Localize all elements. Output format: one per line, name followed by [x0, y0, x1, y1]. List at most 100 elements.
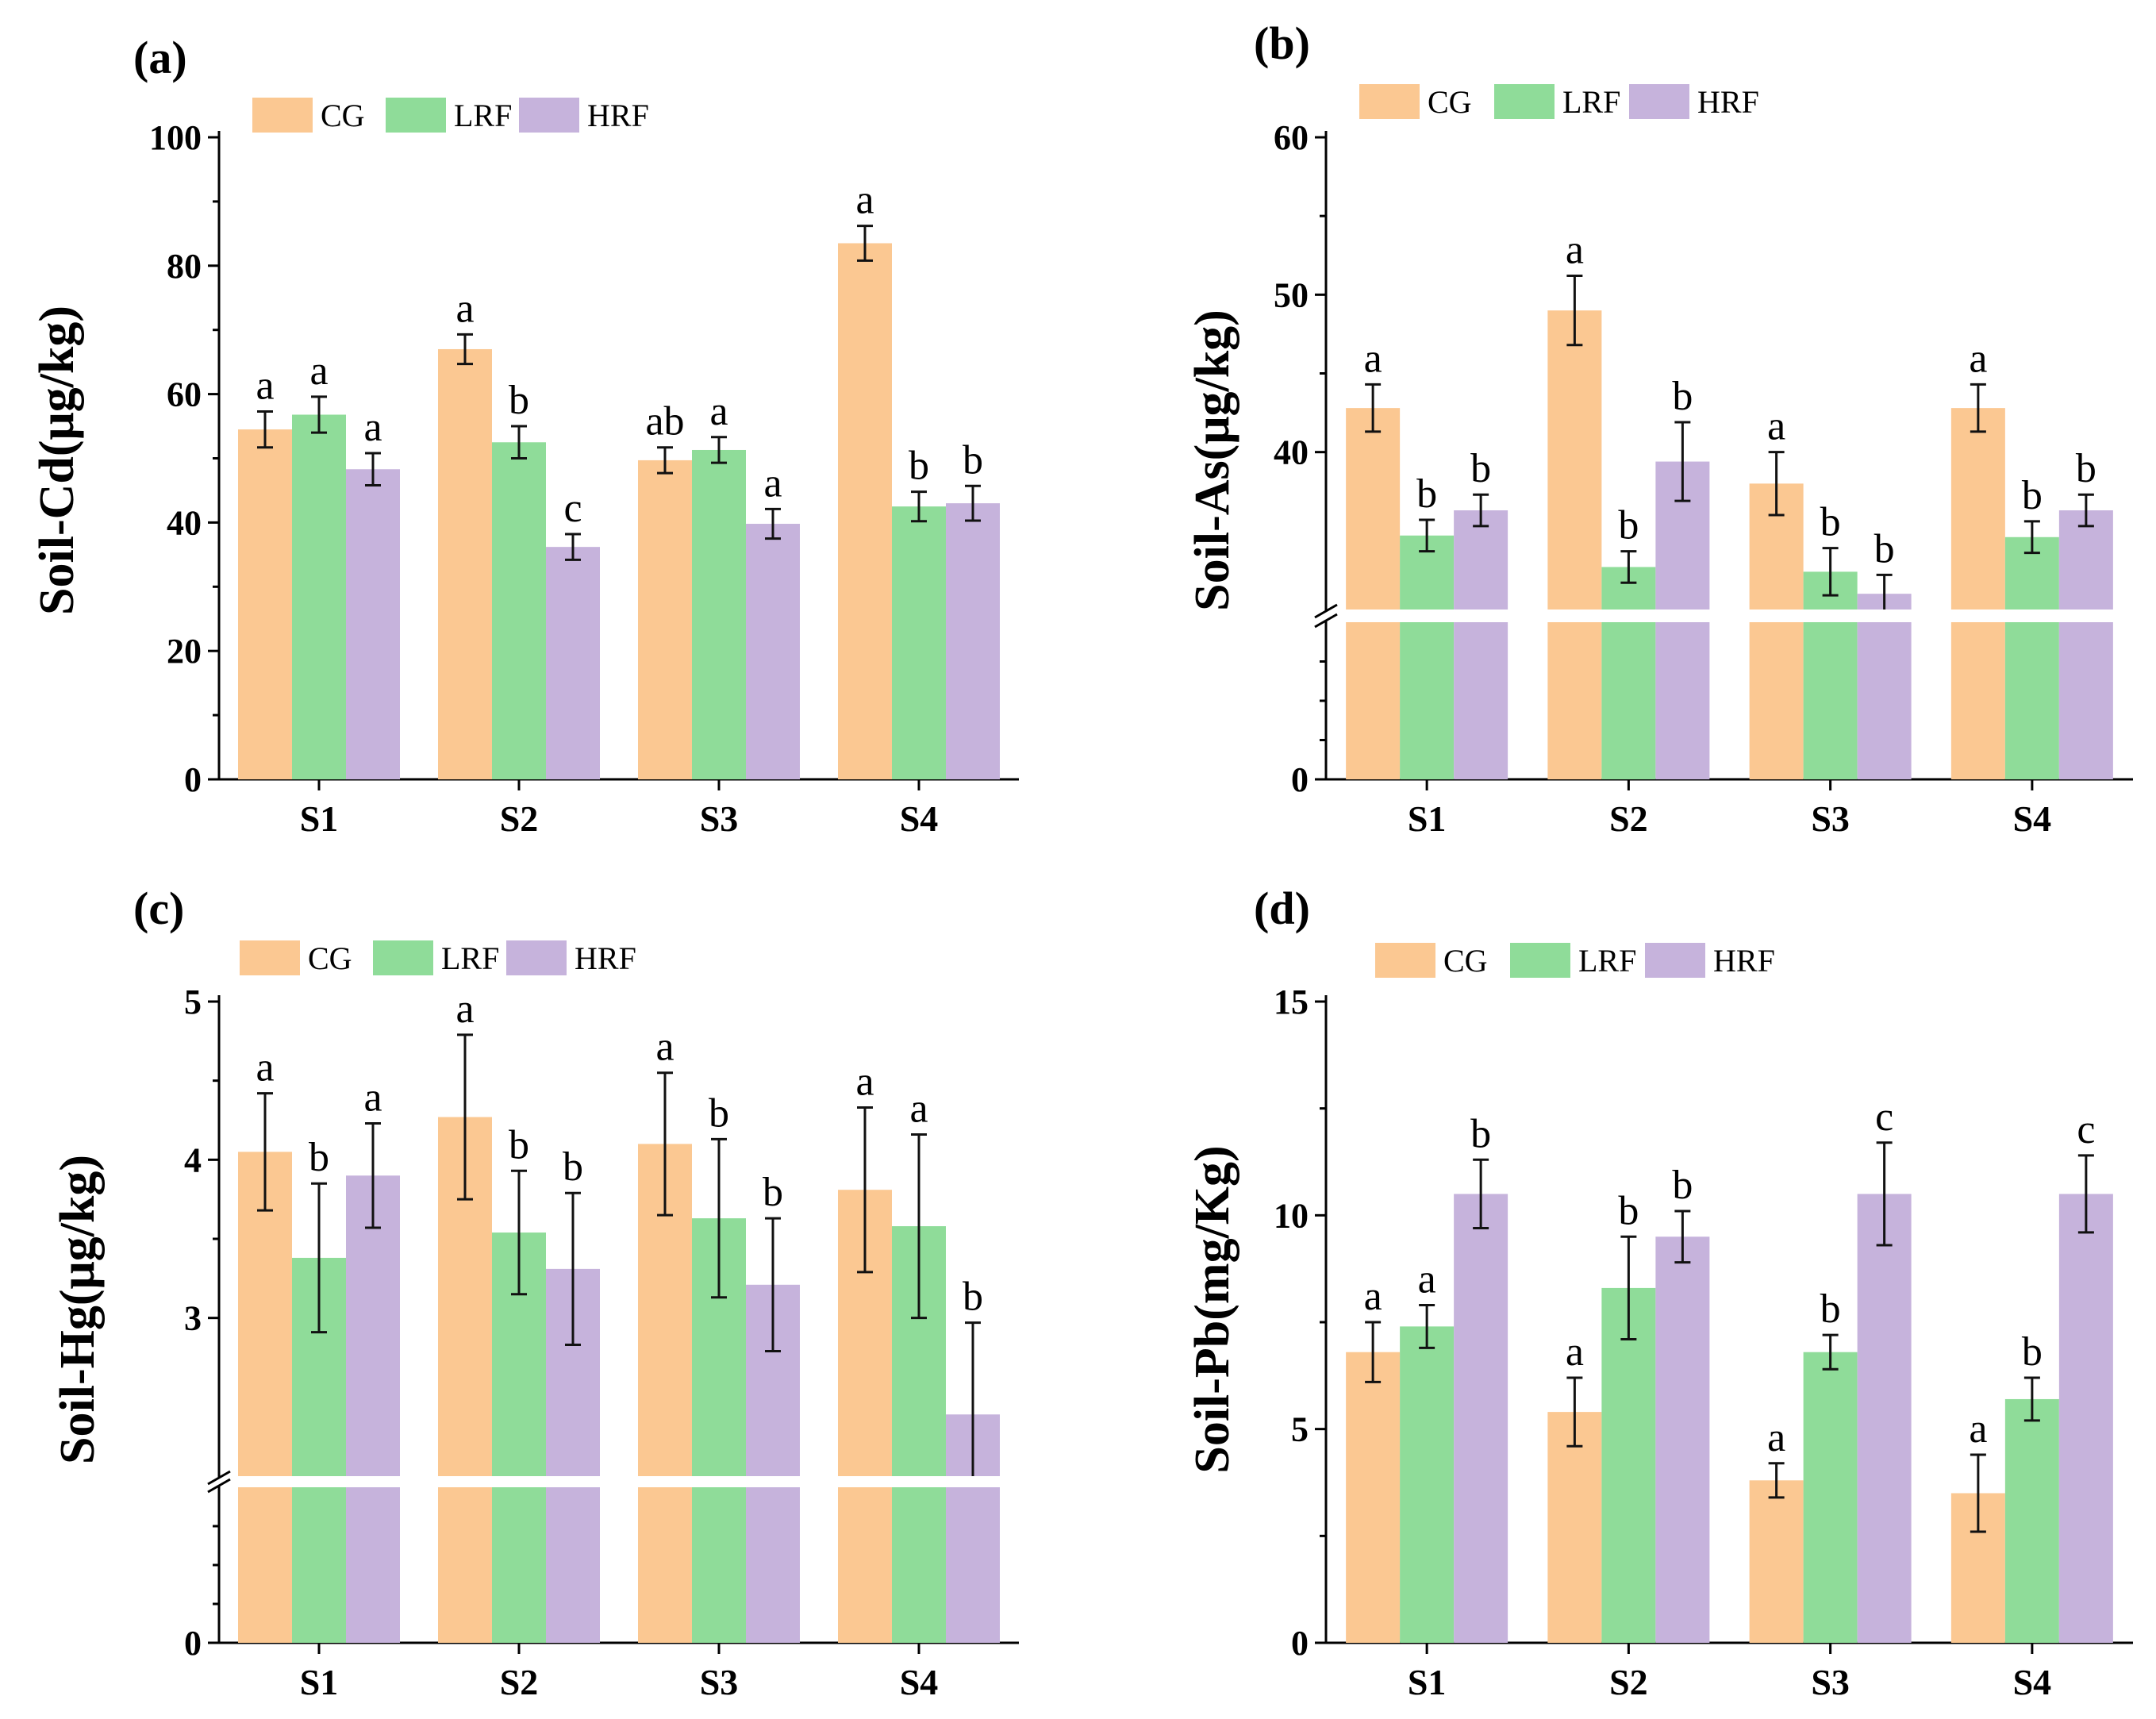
y-tick-label: 0	[184, 760, 202, 799]
y-tick-label: 40	[1274, 433, 1309, 472]
significance-letter: b	[2076, 446, 2096, 491]
legend-label-hrf: HRF	[1713, 943, 1775, 979]
bar-cg	[438, 1117, 492, 1643]
significance-letter: a	[1566, 228, 1584, 273]
significance-letter: b	[309, 1135, 329, 1180]
bar-cg	[1346, 408, 1401, 779]
legend-swatch-hrf	[506, 940, 567, 975]
bar-cg	[638, 460, 692, 779]
panel-label: (d)	[1254, 883, 1310, 934]
bar-hrf	[346, 1175, 400, 1643]
y-tick-label: 4	[184, 1140, 202, 1179]
legend-swatch-cg	[252, 98, 313, 133]
significance-letter: a	[1364, 336, 1382, 381]
bar-hrf	[1454, 510, 1508, 779]
bar-lrf	[1803, 1352, 1858, 1643]
y-tick-label: 5	[1291, 1410, 1309, 1449]
bar-hrf	[346, 469, 400, 779]
axis-break-mark	[207, 1478, 231, 1494]
bar-cg	[1749, 483, 1804, 779]
y-tick-label: 100	[149, 118, 202, 157]
bar-hrf	[546, 547, 600, 779]
significance-letter: b	[1820, 1286, 1841, 1332]
significance-letter: c	[2077, 1107, 2095, 1152]
bar-cg	[1950, 408, 2005, 779]
significance-letter: b	[1874, 526, 1895, 571]
axis-break-band	[221, 1476, 1020, 1487]
significance-letter: a	[709, 389, 728, 434]
legend-swatch-cg	[1359, 84, 1420, 119]
bar-lrf	[292, 414, 346, 779]
legend-swatch-cg	[240, 940, 300, 975]
y-tick-label: 0	[1291, 1624, 1309, 1663]
significance-letter: a	[256, 1045, 274, 1090]
legend-swatch-hrf	[519, 98, 579, 133]
y-axis-label: Soil-As(μg/kg)	[1186, 310, 1239, 611]
significance-letter: b	[1618, 503, 1639, 548]
bar-cg	[438, 348, 492, 780]
bar-hrf	[946, 503, 1000, 779]
significance-letter: b	[2022, 473, 2043, 518]
x-tick-label: S2	[1609, 1662, 1648, 1702]
bar-cg	[1749, 1480, 1804, 1643]
bar-cg	[238, 429, 292, 779]
bar-lrf	[1803, 571, 1858, 779]
y-tick-label: 20	[167, 632, 202, 671]
significance-letter: a	[763, 460, 782, 506]
bar-hrf	[1857, 594, 1912, 779]
y-tick-label: 80	[167, 247, 202, 286]
bar-cg	[1346, 1352, 1401, 1643]
significance-letter: b	[1470, 446, 1491, 491]
significance-letter: c	[563, 486, 582, 531]
significance-letter: a	[655, 1025, 674, 1070]
significance-letter: a	[455, 986, 474, 1032]
legend-label-lrf: LRF	[454, 98, 512, 133]
significance-letter: b	[2022, 1329, 2043, 1375]
x-tick-label: S4	[2013, 798, 2052, 839]
bar-lrf	[1601, 1287, 1656, 1643]
legend-swatch-lrf	[373, 940, 433, 975]
significance-letter: b	[1618, 1188, 1639, 1233]
significance-letter: a	[1767, 1415, 1785, 1460]
significance-letter: b	[963, 437, 983, 483]
bar-hrf	[2058, 510, 2113, 779]
y-tick-label: 50	[1274, 275, 1309, 314]
bar-cg	[838, 243, 892, 779]
legend-label-cg: CG	[1428, 84, 1472, 120]
bar-hrf	[2058, 1194, 2113, 1643]
legend-swatch-lrf	[386, 98, 446, 133]
x-tick-label: S4	[900, 1662, 939, 1702]
significance-letter: c	[1875, 1094, 1893, 1140]
legend-label-lrf: LRF	[1578, 943, 1636, 979]
significance-letter: b	[709, 1090, 729, 1136]
y-tick-label: 60	[1274, 118, 1309, 157]
bar-lrf	[892, 506, 946, 779]
legend-swatch-lrf	[1494, 84, 1555, 119]
significance-letter: a	[363, 405, 382, 450]
axis-break-mark	[1314, 613, 1338, 629]
x-tick-label: S4	[2013, 1662, 2052, 1702]
chart-panel-2: 0405060S1abbS2abbS3abbS4abb(b)Soil-As(μg…	[1186, 17, 2135, 839]
bar-hrf	[1655, 1236, 1710, 1643]
significance-letter: a	[363, 1075, 382, 1120]
legend-label-hrf: HRF	[575, 940, 636, 976]
panel-label: (a)	[133, 32, 187, 83]
bar-hrf	[1857, 1194, 1912, 1643]
legend-label-hrf: HRF	[1697, 84, 1759, 120]
axis-break-band	[1328, 610, 2135, 622]
x-tick-label: S3	[700, 1662, 739, 1702]
legend-label-lrf: LRF	[441, 940, 499, 976]
significance-letter: a	[455, 286, 474, 331]
bar-cg	[638, 1144, 692, 1643]
bar-hrf	[1454, 1194, 1508, 1643]
x-tick-label: S1	[300, 798, 339, 839]
legend-label-hrf: HRF	[587, 98, 649, 133]
y-tick-label: 0	[1291, 760, 1309, 799]
legend-label-cg: CG	[1443, 943, 1488, 979]
y-tick-label: 5	[184, 983, 202, 1021]
significance-letter: b	[963, 1275, 983, 1320]
x-tick-label: S1	[300, 1662, 339, 1702]
axis-break-gap	[1315, 611, 1331, 621]
